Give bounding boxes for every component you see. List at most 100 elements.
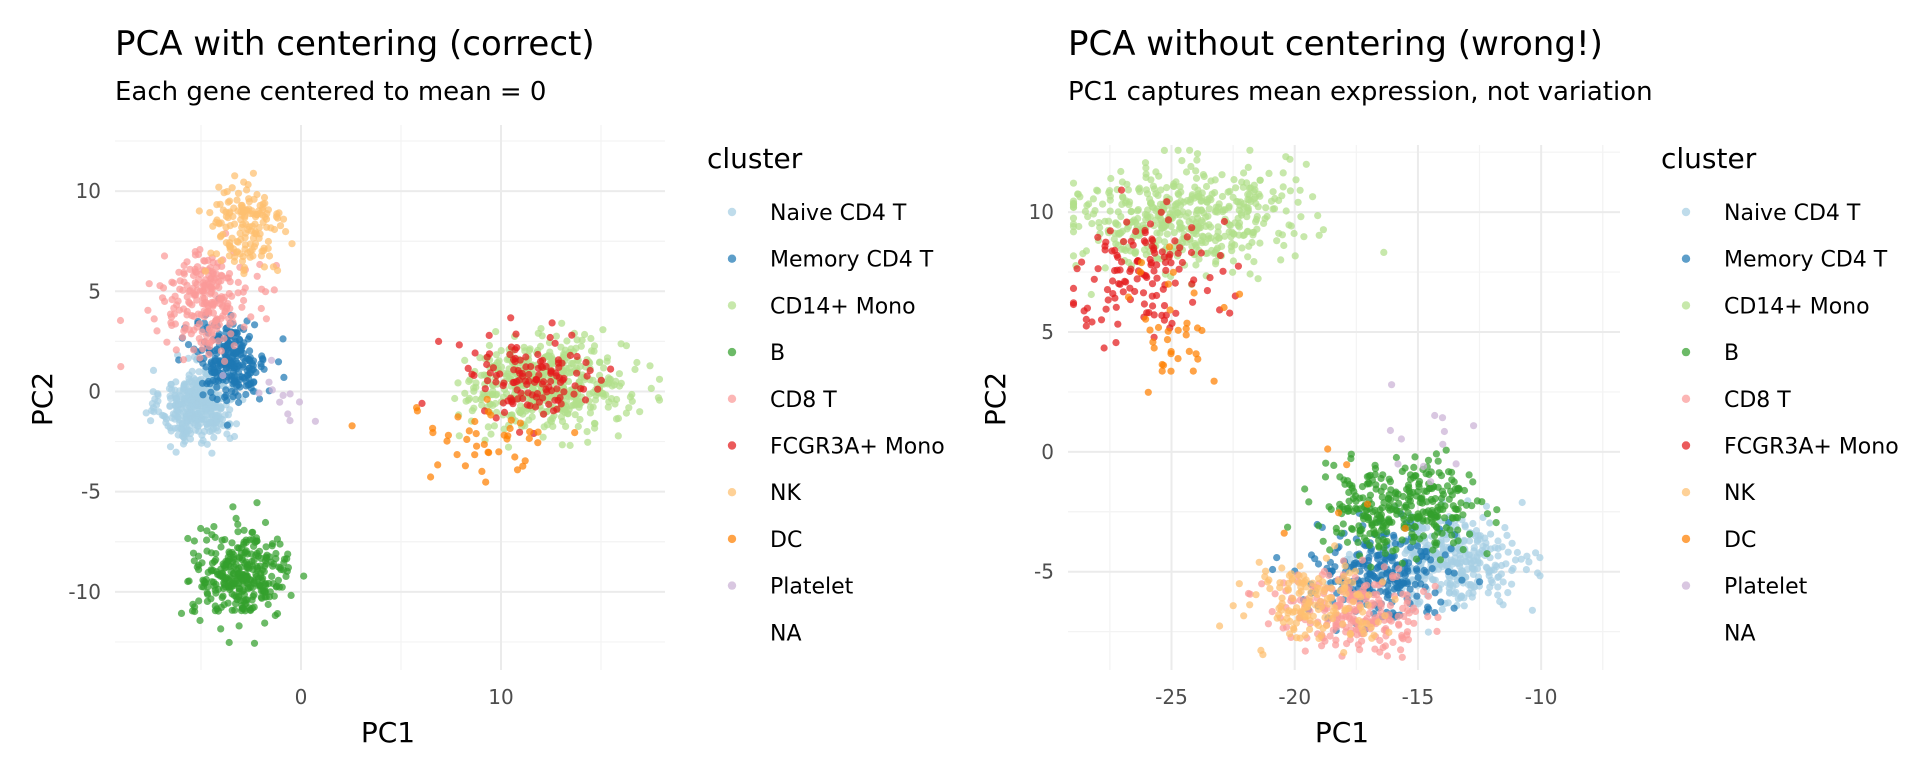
data-point <box>1414 573 1422 582</box>
data-point <box>236 229 244 237</box>
data-point <box>1315 522 1323 530</box>
data-point <box>274 266 282 275</box>
data-point <box>207 595 215 603</box>
data-point <box>272 549 280 558</box>
data-point <box>268 386 276 394</box>
data-point <box>1256 239 1264 247</box>
data-point <box>221 536 229 544</box>
data-point <box>1375 596 1383 604</box>
data-point <box>1309 193 1317 201</box>
data-point <box>1381 612 1389 620</box>
data-point <box>207 267 215 275</box>
data-point <box>257 252 265 260</box>
data-point <box>1462 501 1470 509</box>
data-point <box>1155 236 1163 244</box>
data-point <box>1496 597 1504 606</box>
data-point <box>248 528 256 537</box>
data-point <box>507 314 515 322</box>
legend-label: DC <box>770 528 802 553</box>
legend-label: Platelet <box>770 575 854 600</box>
data-point <box>1319 537 1327 545</box>
data-point <box>516 419 525 427</box>
data-point <box>193 563 201 571</box>
data-point <box>216 200 224 208</box>
data-point <box>211 533 219 542</box>
data-point <box>268 542 276 550</box>
data-point <box>243 574 251 582</box>
data-point <box>1424 628 1432 636</box>
data-point <box>1336 473 1344 481</box>
data-point <box>1437 598 1445 606</box>
data-point <box>1137 259 1146 267</box>
data-point <box>1452 460 1460 468</box>
data-point <box>1341 480 1349 488</box>
data-point <box>1280 529 1288 537</box>
data-point <box>178 432 186 440</box>
data-point <box>229 312 237 320</box>
data-point <box>546 333 554 342</box>
data-point <box>217 404 225 412</box>
data-point <box>1460 602 1468 610</box>
data-point <box>248 604 256 612</box>
data-point <box>1193 150 1202 158</box>
data-point <box>235 544 243 552</box>
data-point <box>1195 255 1203 263</box>
data-point <box>1164 280 1172 288</box>
data-point <box>166 310 175 318</box>
data-point <box>1178 157 1186 165</box>
data-point <box>1343 461 1351 469</box>
data-point <box>1124 186 1132 194</box>
legend-key <box>727 488 737 497</box>
data-point <box>258 566 266 574</box>
data-point <box>116 316 125 325</box>
data-point <box>1225 204 1233 212</box>
data-point <box>1376 514 1385 522</box>
data-point <box>213 383 221 391</box>
data-point <box>560 374 568 382</box>
data-point <box>547 369 555 377</box>
data-point <box>1278 594 1286 602</box>
data-point <box>1252 199 1260 208</box>
data-point <box>257 573 265 581</box>
data-point <box>537 362 545 371</box>
data-point <box>1352 492 1360 500</box>
data-point <box>231 606 239 614</box>
data-point <box>1364 556 1372 565</box>
data-point <box>208 449 216 457</box>
data-point <box>250 639 259 647</box>
data-point <box>1103 286 1112 294</box>
data-point <box>185 409 194 418</box>
data-point <box>1166 250 1174 258</box>
data-point <box>1454 526 1462 534</box>
data-point <box>1494 552 1502 560</box>
data-point <box>484 423 492 431</box>
data-point <box>597 376 605 384</box>
data-point <box>235 553 243 561</box>
data-point <box>1187 248 1196 257</box>
data-point <box>117 363 125 371</box>
data-point <box>1218 242 1226 250</box>
data-point <box>182 321 190 329</box>
data-point <box>1123 218 1131 226</box>
y-tick-label: 10 <box>76 179 101 203</box>
data-point <box>1399 512 1407 520</box>
data-point <box>603 357 611 365</box>
data-point <box>1202 182 1211 191</box>
data-point <box>1174 189 1182 198</box>
data-point <box>1096 223 1104 232</box>
data-point <box>257 363 265 371</box>
data-point <box>239 604 247 612</box>
data-point <box>1441 514 1449 522</box>
data-point <box>274 358 283 366</box>
data-point <box>1338 529 1346 537</box>
data-point <box>1376 636 1384 645</box>
data-point <box>1114 208 1122 216</box>
data-point <box>1450 604 1458 612</box>
data-point <box>1251 193 1259 201</box>
data-point <box>1351 567 1360 575</box>
data-point <box>1413 592 1421 600</box>
data-point <box>1273 237 1281 245</box>
data-point <box>1246 146 1254 154</box>
data-point <box>163 338 171 346</box>
